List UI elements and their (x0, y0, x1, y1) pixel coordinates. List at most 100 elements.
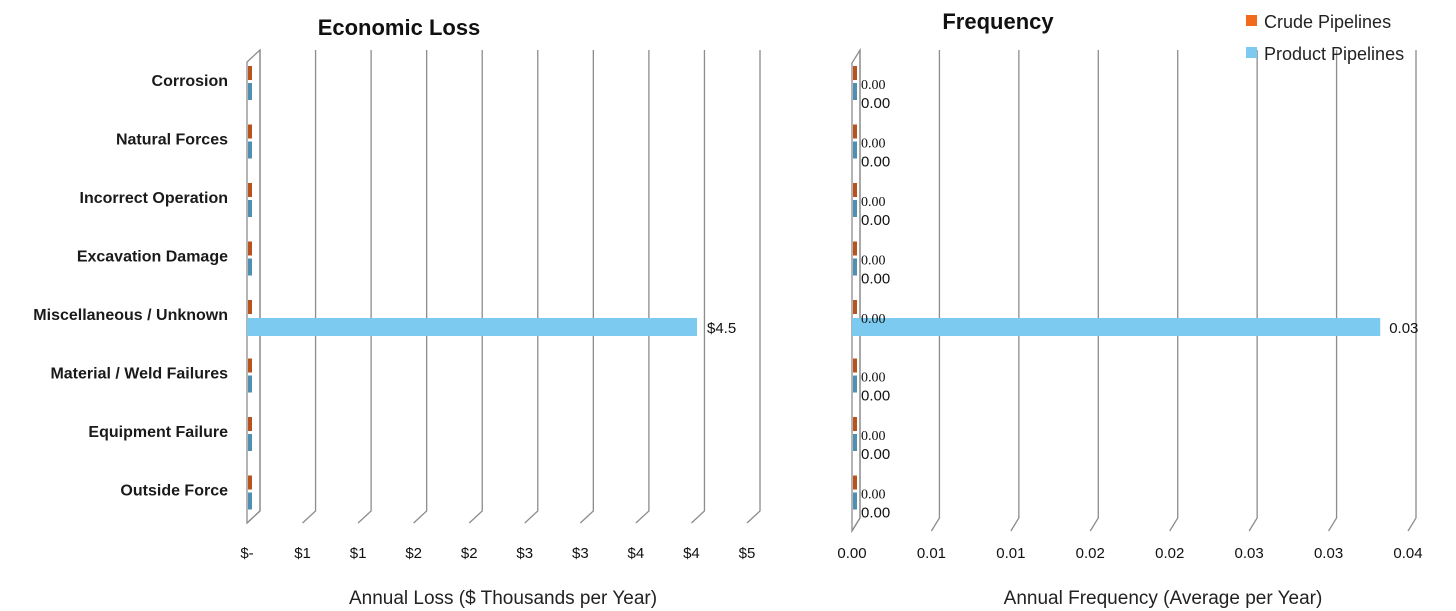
category-label: Equipment Failure (88, 424, 228, 441)
x-tick-label: $2 (405, 545, 422, 562)
economic-loss-chart: Economic Loss Corrosion Natural Forces Inc… (33, 15, 761, 609)
category-label: Excavation Damage (77, 249, 228, 266)
gridline (746, 50, 761, 524)
x-tick-label: $1 (350, 545, 367, 562)
x-tick-label: 0.02 (1155, 545, 1184, 562)
bar-crude (248, 358, 252, 373)
bar-crude (248, 124, 252, 139)
bar-product (853, 141, 857, 159)
frequency-bars (852, 66, 1381, 510)
bar-crude (853, 300, 857, 314)
x-tick-label: 0.04 (1393, 545, 1422, 562)
bar-product (248, 375, 252, 393)
frequency-gridlines (851, 47, 1417, 534)
bar-crude (853, 475, 857, 490)
x-tick-label: 0.01 (996, 545, 1025, 562)
side-wall (246, 48, 261, 525)
economic-loss-title: Economic Loss (318, 15, 481, 40)
gridline (468, 50, 483, 524)
x-tick-label: $- (240, 545, 253, 562)
data-label-crude: 0.00 (861, 137, 886, 152)
frequency-data-labels: 0.00 0.00 0.00 0.00 0.00 0.00 0.00 0.00 0.00 0.03… (861, 78, 1418, 522)
x-tick-label: 0.01 (917, 545, 946, 562)
gridline (851, 50, 861, 532)
frequency-x-axis-label: Annual Frequency (Average per Year) (1004, 588, 1323, 609)
data-label-crude: 0.00 (861, 488, 886, 503)
bar-product (853, 258, 857, 276)
economic-loss-data-labels: $4.5 (707, 320, 736, 337)
economic-loss-tick-labels: $- $1 $1 $2 $2 $3 $3 $4 $4 $5 (240, 545, 755, 562)
bar-crude (248, 241, 252, 256)
bar-product (247, 318, 697, 336)
legend-swatch-product (1246, 47, 1257, 58)
data-label-crude: 0.00 (861, 429, 886, 444)
economic-loss-gridlines (246, 48, 761, 525)
legend-swatch-crude (1246, 15, 1257, 26)
data-label-product: 0.00 (861, 154, 890, 171)
x-tick-label: 0.00 (837, 545, 866, 562)
data-label-crude: 0.00 (861, 78, 886, 93)
frequency-title: Frequency (942, 9, 1054, 34)
x-tick-label: 0.03 (1235, 545, 1264, 562)
data-label-crude: 0.00 (861, 312, 886, 327)
gridline (1089, 50, 1099, 532)
gridline (1248, 50, 1258, 532)
x-tick-label: $5 (739, 545, 756, 562)
x-tick-label: $2 (461, 545, 478, 562)
data-label-product: 0.00 (861, 388, 890, 405)
x-tick-label: $3 (516, 545, 533, 562)
legend-label-crude: Crude Pipelines (1264, 12, 1391, 32)
bar-product (248, 83, 252, 100)
data-label-product: 0.00 (861, 95, 890, 112)
bar-crude (248, 66, 252, 80)
bar-crude (853, 66, 857, 80)
frequency-tick-labels: 0.00 0.01 0.01 0.02 0.02 0.03 0.03 0.04 (837, 545, 1422, 562)
data-label-crude: 0.00 (861, 371, 886, 386)
bar-product (248, 434, 252, 451)
bar-product (248, 200, 252, 217)
gridline (302, 50, 317, 524)
bar-crude (248, 300, 252, 314)
data-label-product: 0.00 (861, 271, 890, 288)
bar-product (853, 200, 857, 217)
gridline (413, 50, 428, 524)
category-label: Natural Forces (116, 132, 228, 149)
gridline (524, 50, 539, 524)
gridline (579, 50, 594, 524)
bar-product (248, 258, 252, 276)
bar-product (852, 318, 1381, 336)
gridline (1407, 50, 1417, 532)
bar-crude (248, 475, 252, 490)
bar-crude (853, 124, 857, 139)
gridline (357, 50, 372, 524)
frequency-chart: Frequency 0.00 0.01 0.01 0.02 0.02 0.03 0.03 0.… (837, 9, 1422, 609)
economic-loss-category-labels: Corrosion Natural Forces Incorrect Operati… (33, 73, 228, 500)
data-label-crude: 0.00 (861, 195, 886, 210)
data-label-product: 0.00 (861, 446, 890, 463)
economic-loss-x-axis-label: Annual Loss ($ Thousands per Year) (349, 588, 657, 609)
gridline (246, 50, 261, 524)
bar-product (853, 375, 857, 393)
category-label: Corrosion (152, 73, 228, 90)
data-label-crude: 0.00 (861, 254, 886, 269)
gridline (1328, 50, 1338, 532)
bar-product (248, 141, 252, 159)
gridline (1010, 50, 1020, 532)
bar-crude (248, 183, 252, 197)
legend-label-product: Product Pipelines (1264, 44, 1404, 64)
data-label-product: 0.03 (1389, 320, 1418, 337)
gridline (1169, 50, 1179, 532)
x-tick-label: $3 (572, 545, 589, 562)
x-tick-label: $1 (294, 545, 311, 562)
x-tick-label: 0.02 (1076, 545, 1105, 562)
bar-product (248, 492, 252, 510)
category-label: Incorrect Operation (80, 190, 228, 207)
x-tick-label: $4 (683, 545, 700, 562)
bar-product (853, 434, 857, 451)
bar-crude (853, 417, 857, 431)
data-label-product: 0.00 (861, 505, 890, 522)
bar-product (853, 83, 857, 100)
bar-product (853, 492, 857, 510)
